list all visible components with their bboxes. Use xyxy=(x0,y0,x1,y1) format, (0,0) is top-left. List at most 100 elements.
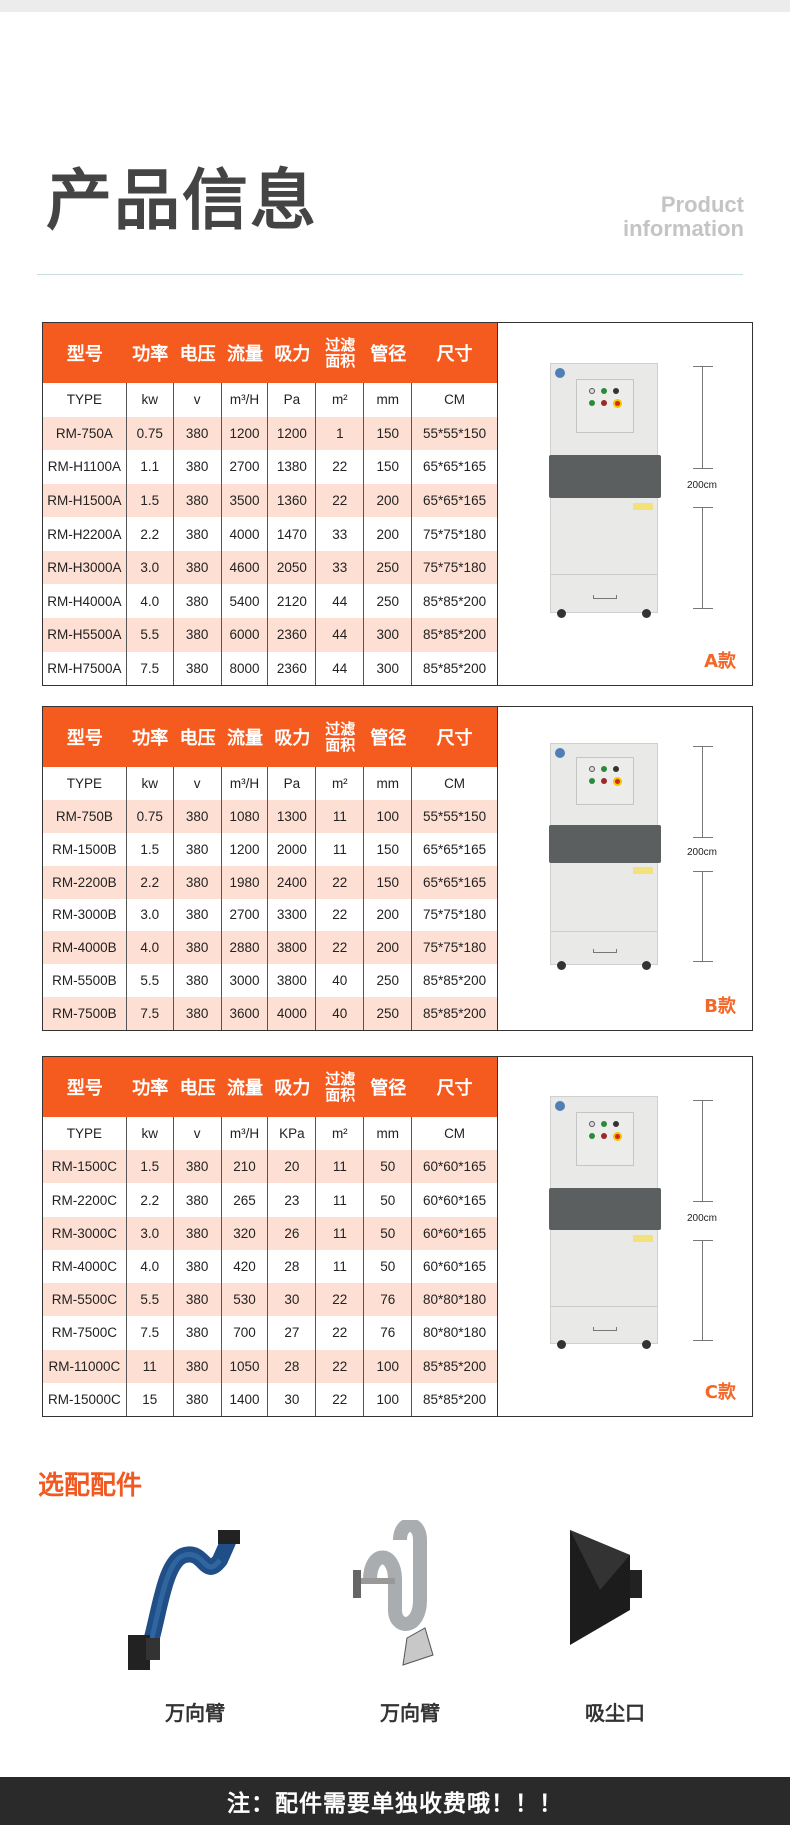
spec-table: 型号 功率 电压 流量 吸力 过滤面积 管径 尺寸 TYPE kw v m³/H Pa m² mm CM RM-… xyxy=(43,323,498,686)
table-cell: 20 xyxy=(268,1150,317,1184)
table-cell: 22 xyxy=(316,898,365,932)
table-cell: 2.2 xyxy=(127,865,174,899)
column-header: 过滤面积 xyxy=(316,1057,364,1117)
table-cell: RM-H2200A xyxy=(43,517,127,551)
table-cell: 150 xyxy=(364,832,413,866)
table-cell: 1380 xyxy=(268,450,317,484)
table-cell: RM-15000C xyxy=(43,1382,127,1416)
height-label: 200cm xyxy=(687,847,718,859)
table-row: RM-3000B 3.0 380 2700 3300 22 200 75*75*180 xyxy=(43,898,497,932)
table-cell: 1.5 xyxy=(127,483,174,518)
gray-extraction-arm-icon xyxy=(353,1520,434,1666)
table-cell: 50 xyxy=(364,1249,413,1284)
table-row: RM-1500C 1.5 380 210 20 11 50 60*60*165 xyxy=(43,1150,497,1184)
unit-cell: m² xyxy=(316,1117,365,1151)
table-cell: 300 xyxy=(364,651,413,686)
table-row: RM-2200B 2.2 380 1980 2400 22 150 65*65*165 xyxy=(43,865,497,899)
drawer-handle xyxy=(593,949,617,954)
accessory-name: 吸尘口 xyxy=(585,1701,645,1725)
table-cell: 1200 xyxy=(222,832,269,866)
units-row: TYPE kw v m³/H KPa m² mm CM xyxy=(43,1117,497,1151)
table-cell: 250 xyxy=(364,964,413,998)
table-cell: 30 xyxy=(268,1283,317,1317)
table-cell: 76 xyxy=(364,1316,413,1350)
table-row: RM-15000C 15 380 1400 30 22 100 85*85*200 xyxy=(43,1382,497,1416)
table-cell: 60*60*165 xyxy=(423,1225,487,1241)
height-dimension: 200cm xyxy=(687,745,717,963)
table-cell: 1200 xyxy=(222,416,269,451)
table-cell: 27 xyxy=(268,1316,317,1350)
table-cell: 380 xyxy=(174,1283,222,1317)
table-cell: 11 xyxy=(316,832,365,866)
table-cell: 100 xyxy=(364,1349,413,1383)
table-cell: 3.0 xyxy=(127,1216,174,1250)
table-row: RM-H2200A 2.2 380 4000 1470 33 200 75*75*180 xyxy=(43,517,497,551)
subtitle-line-1: Product xyxy=(660,192,744,217)
column-header: 管径 xyxy=(370,1078,407,1099)
blue-extraction-arm-icon xyxy=(128,1530,240,1670)
table-cell: 380 xyxy=(174,550,222,585)
table-cell: 380 xyxy=(174,517,222,551)
table-cell: 30 xyxy=(268,1382,317,1416)
table-cell: 60*60*165 xyxy=(423,1192,487,1208)
height-label: 200cm xyxy=(687,480,718,492)
table-cell: 1980 xyxy=(222,865,269,899)
table-cell: 22 xyxy=(316,483,365,518)
column-header: 电压 xyxy=(179,728,216,749)
dust-drawer xyxy=(551,931,657,958)
table-cell: 11 xyxy=(316,1216,365,1250)
table-cell: 380 xyxy=(174,416,222,451)
table-cell: 85*85*200 xyxy=(423,593,487,609)
column-header-label: 过滤面积 xyxy=(325,720,356,754)
table-row: RM-7500B 7.5 380 3600 4000 40 250 85*85*200 xyxy=(43,997,497,1030)
table-cell: 22 xyxy=(316,865,365,899)
filter-band xyxy=(549,825,661,863)
table-cell: 65*65*165 xyxy=(423,874,487,890)
table-cell: 1200 xyxy=(268,416,317,451)
table-cell: 15 xyxy=(127,1382,174,1416)
table-cell: 2360 xyxy=(268,651,317,686)
table-row: RM-2200C 2.2 380 265 23 11 50 60*60*165 xyxy=(43,1183,497,1217)
column-header: 电压 xyxy=(179,1078,216,1099)
table-cell: 4.0 xyxy=(127,584,174,618)
table-cell: 5400 xyxy=(222,584,269,618)
unit-cell: m² xyxy=(316,767,365,800)
column-header: 尺寸 xyxy=(436,1078,473,1099)
table-cell: 22 xyxy=(316,1349,365,1383)
column-header: 型号 xyxy=(66,728,103,749)
unit-cell: v xyxy=(174,1117,222,1151)
table-cell: 40 xyxy=(316,997,365,1030)
variant-label: B款 xyxy=(704,996,736,1017)
table-cell: 44 xyxy=(316,617,365,652)
table-cell: 250 xyxy=(364,584,413,618)
table-cell: RM-H3000A xyxy=(43,550,127,585)
table-cell: 3.0 xyxy=(127,550,174,585)
table-cell: 11 xyxy=(316,1249,365,1284)
table-cell: RM-3000C xyxy=(43,1216,127,1250)
table-cell: 2120 xyxy=(268,584,317,618)
dust-drawer xyxy=(551,574,657,604)
table-cell: 1 xyxy=(316,416,365,451)
spec-table-block: 型号 功率 电压 流量 吸力 过滤面积 管径 尺寸 TYPE kw v m³/H Pa m² mm CM RM-… xyxy=(42,706,753,1031)
column-header: 尺寸 xyxy=(436,344,473,365)
table-cell: 28 xyxy=(268,1249,317,1284)
table-cell: 3000 xyxy=(222,964,269,998)
table-cell: 380 xyxy=(174,865,222,899)
table-cell: 380 xyxy=(174,1216,222,1250)
variant-label: A款 xyxy=(704,651,736,672)
table-cell: 1.5 xyxy=(127,832,174,866)
product-image: 200cm C款 xyxy=(498,1057,752,1416)
wheel-icon xyxy=(642,961,651,971)
table-cell: 85*85*200 xyxy=(423,973,487,989)
column-header: 尺寸 xyxy=(436,728,473,749)
table-cell: 80*80*180 xyxy=(423,1325,487,1341)
table-cell: 0.75 xyxy=(127,799,174,833)
table-cell: RM-1500C xyxy=(43,1150,127,1184)
table-cell: 3800 xyxy=(268,931,317,965)
unit-cell: Pa xyxy=(268,767,317,800)
table-cell: 380 xyxy=(174,1316,222,1350)
unit-cell: kw xyxy=(127,767,174,800)
table-cell: 210 xyxy=(222,1150,269,1184)
table-cell: 33 xyxy=(316,517,365,551)
table-cell: 5.5 xyxy=(127,617,174,652)
